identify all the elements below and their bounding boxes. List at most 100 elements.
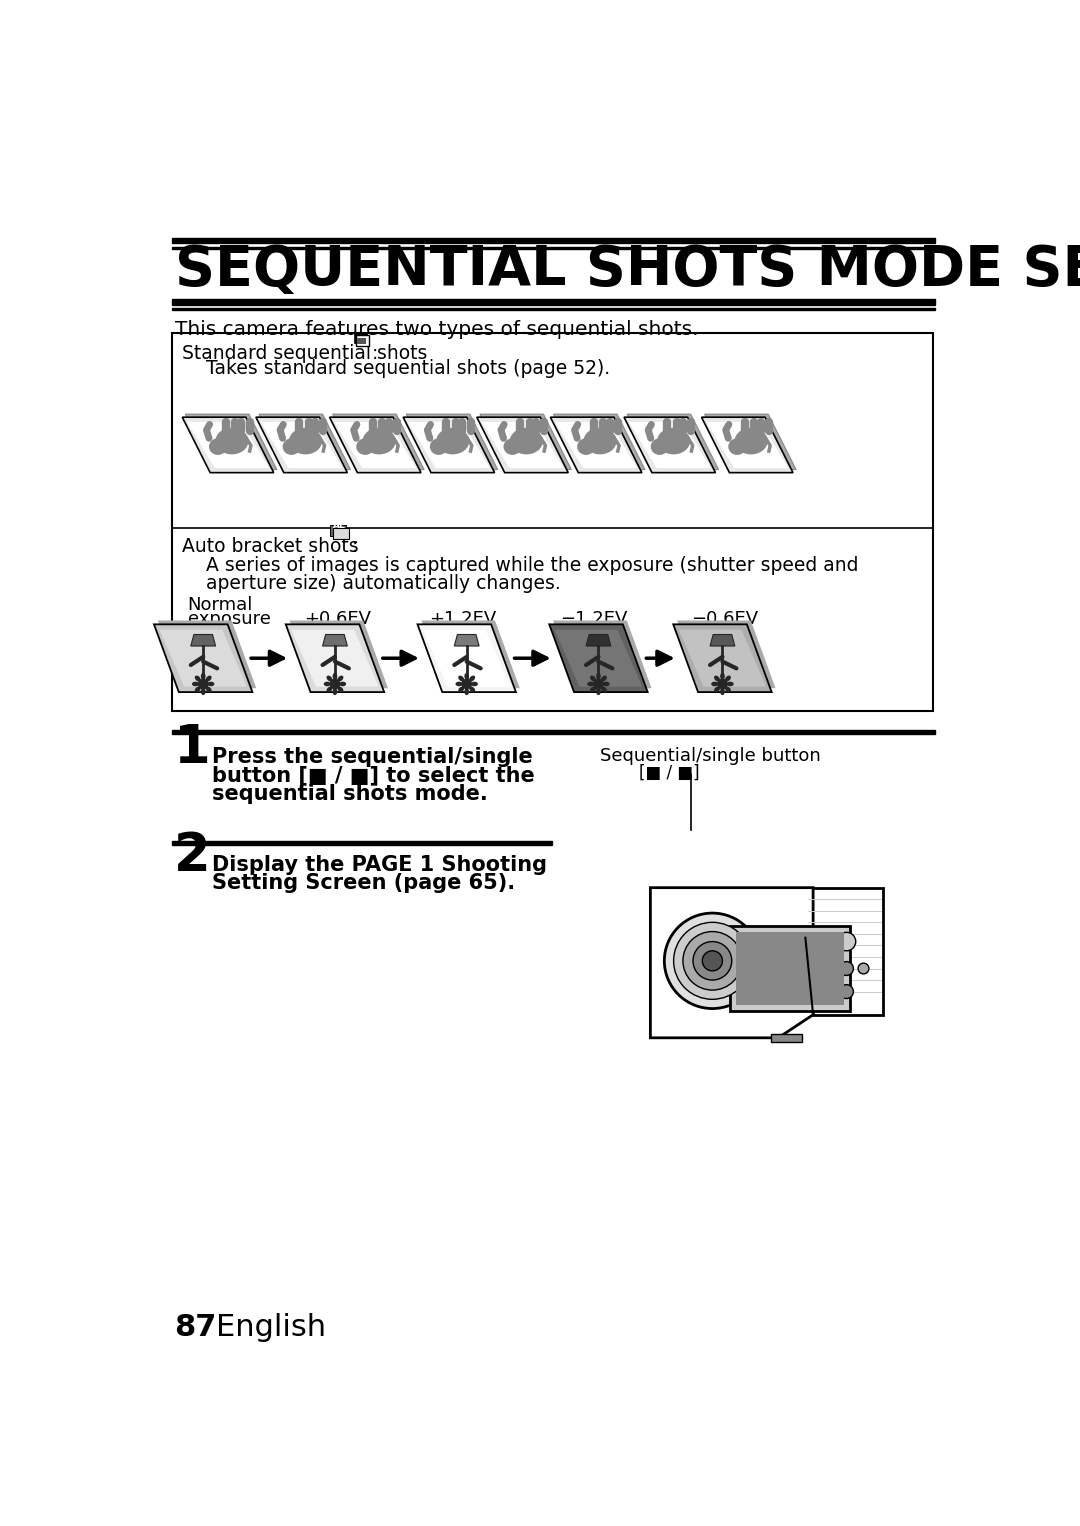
- Ellipse shape: [727, 682, 733, 687]
- Polygon shape: [555, 421, 637, 468]
- Ellipse shape: [201, 688, 205, 696]
- Text: Display the PAGE 1 Shooting: Display the PAGE 1 Shooting: [213, 855, 548, 874]
- Polygon shape: [289, 621, 388, 688]
- Ellipse shape: [333, 688, 337, 696]
- Ellipse shape: [337, 687, 343, 693]
- Text: :: :: [373, 343, 378, 363]
- Ellipse shape: [464, 688, 469, 696]
- Text: −1.2EV: −1.2EV: [559, 610, 627, 627]
- Ellipse shape: [586, 436, 598, 450]
- Polygon shape: [158, 621, 256, 688]
- Polygon shape: [334, 421, 416, 468]
- Polygon shape: [292, 630, 379, 687]
- Circle shape: [664, 913, 760, 1009]
- Bar: [330, 525, 346, 536]
- Ellipse shape: [651, 438, 669, 455]
- Ellipse shape: [714, 676, 720, 682]
- Polygon shape: [551, 417, 642, 473]
- Text: English: English: [216, 1314, 326, 1343]
- Polygon shape: [186, 414, 276, 470]
- Bar: [172, 247, 935, 249]
- Text: Normal: Normal: [188, 595, 253, 613]
- Ellipse shape: [339, 682, 347, 687]
- Ellipse shape: [215, 427, 248, 455]
- Polygon shape: [482, 421, 564, 468]
- Ellipse shape: [324, 682, 330, 687]
- Text: Sequential/single button: Sequential/single button: [600, 746, 821, 765]
- Ellipse shape: [198, 679, 208, 690]
- Polygon shape: [554, 414, 645, 470]
- Circle shape: [693, 942, 732, 980]
- Ellipse shape: [603, 682, 610, 687]
- Circle shape: [839, 961, 853, 975]
- Polygon shape: [476, 417, 568, 473]
- Ellipse shape: [365, 436, 378, 450]
- Polygon shape: [286, 624, 384, 693]
- Ellipse shape: [333, 673, 337, 679]
- Ellipse shape: [194, 687, 201, 693]
- Ellipse shape: [512, 436, 525, 450]
- Ellipse shape: [588, 682, 594, 687]
- Ellipse shape: [194, 676, 201, 682]
- Polygon shape: [329, 417, 421, 473]
- Polygon shape: [455, 635, 480, 645]
- Polygon shape: [323, 635, 348, 645]
- Ellipse shape: [717, 679, 728, 690]
- Ellipse shape: [458, 687, 464, 693]
- Ellipse shape: [596, 688, 600, 696]
- Ellipse shape: [436, 427, 470, 455]
- Ellipse shape: [326, 687, 333, 693]
- Ellipse shape: [207, 682, 215, 687]
- Text: +1.2EV: +1.2EV: [430, 610, 497, 627]
- Polygon shape: [187, 421, 269, 468]
- Polygon shape: [403, 417, 495, 473]
- Ellipse shape: [590, 676, 596, 682]
- Polygon shape: [406, 414, 498, 470]
- Polygon shape: [333, 414, 424, 470]
- Ellipse shape: [725, 687, 731, 693]
- Ellipse shape: [283, 438, 300, 455]
- Bar: [172, 841, 552, 844]
- Ellipse shape: [363, 427, 395, 455]
- Polygon shape: [629, 421, 711, 468]
- Ellipse shape: [734, 427, 768, 455]
- Ellipse shape: [469, 687, 475, 693]
- Bar: [172, 299, 935, 305]
- Polygon shape: [702, 417, 793, 473]
- Ellipse shape: [289, 427, 322, 455]
- Circle shape: [839, 984, 853, 998]
- Text: SEQUENTIAL SHOTS MODE SETTING: SEQUENTIAL SHOTS MODE SETTING: [175, 243, 1080, 298]
- Polygon shape: [624, 417, 715, 473]
- Circle shape: [702, 951, 723, 971]
- Text: This camera features two types of sequential shots.: This camera features two types of sequen…: [175, 320, 699, 339]
- Ellipse shape: [337, 676, 343, 682]
- Ellipse shape: [714, 687, 720, 693]
- Ellipse shape: [600, 676, 607, 682]
- Ellipse shape: [712, 682, 718, 687]
- Ellipse shape: [503, 438, 522, 455]
- Ellipse shape: [590, 687, 596, 693]
- Text: exposure: exposure: [188, 610, 271, 627]
- Polygon shape: [586, 635, 611, 645]
- Circle shape: [859, 963, 869, 974]
- Bar: [770, 1035, 801, 1042]
- Polygon shape: [710, 635, 734, 645]
- Polygon shape: [423, 630, 511, 687]
- Text: A series of images is captured while the exposure (shutter speed and: A series of images is captured while the…: [181, 555, 858, 575]
- Ellipse shape: [201, 673, 205, 679]
- Ellipse shape: [728, 438, 746, 455]
- Polygon shape: [418, 624, 516, 693]
- Text: aperture size) automatically changes.: aperture size) automatically changes.: [181, 574, 561, 594]
- Polygon shape: [183, 417, 273, 473]
- Circle shape: [674, 922, 751, 1000]
- Ellipse shape: [430, 438, 448, 455]
- Polygon shape: [555, 630, 643, 687]
- Ellipse shape: [471, 682, 478, 687]
- Polygon shape: [421, 621, 519, 688]
- Text: Auto bracket shots: Auto bracket shots: [181, 537, 359, 557]
- Polygon shape: [704, 414, 796, 470]
- Polygon shape: [553, 621, 651, 688]
- Ellipse shape: [596, 673, 600, 679]
- Text: Setting Screen (page 65).: Setting Screen (page 65).: [213, 873, 515, 893]
- Ellipse shape: [600, 687, 607, 693]
